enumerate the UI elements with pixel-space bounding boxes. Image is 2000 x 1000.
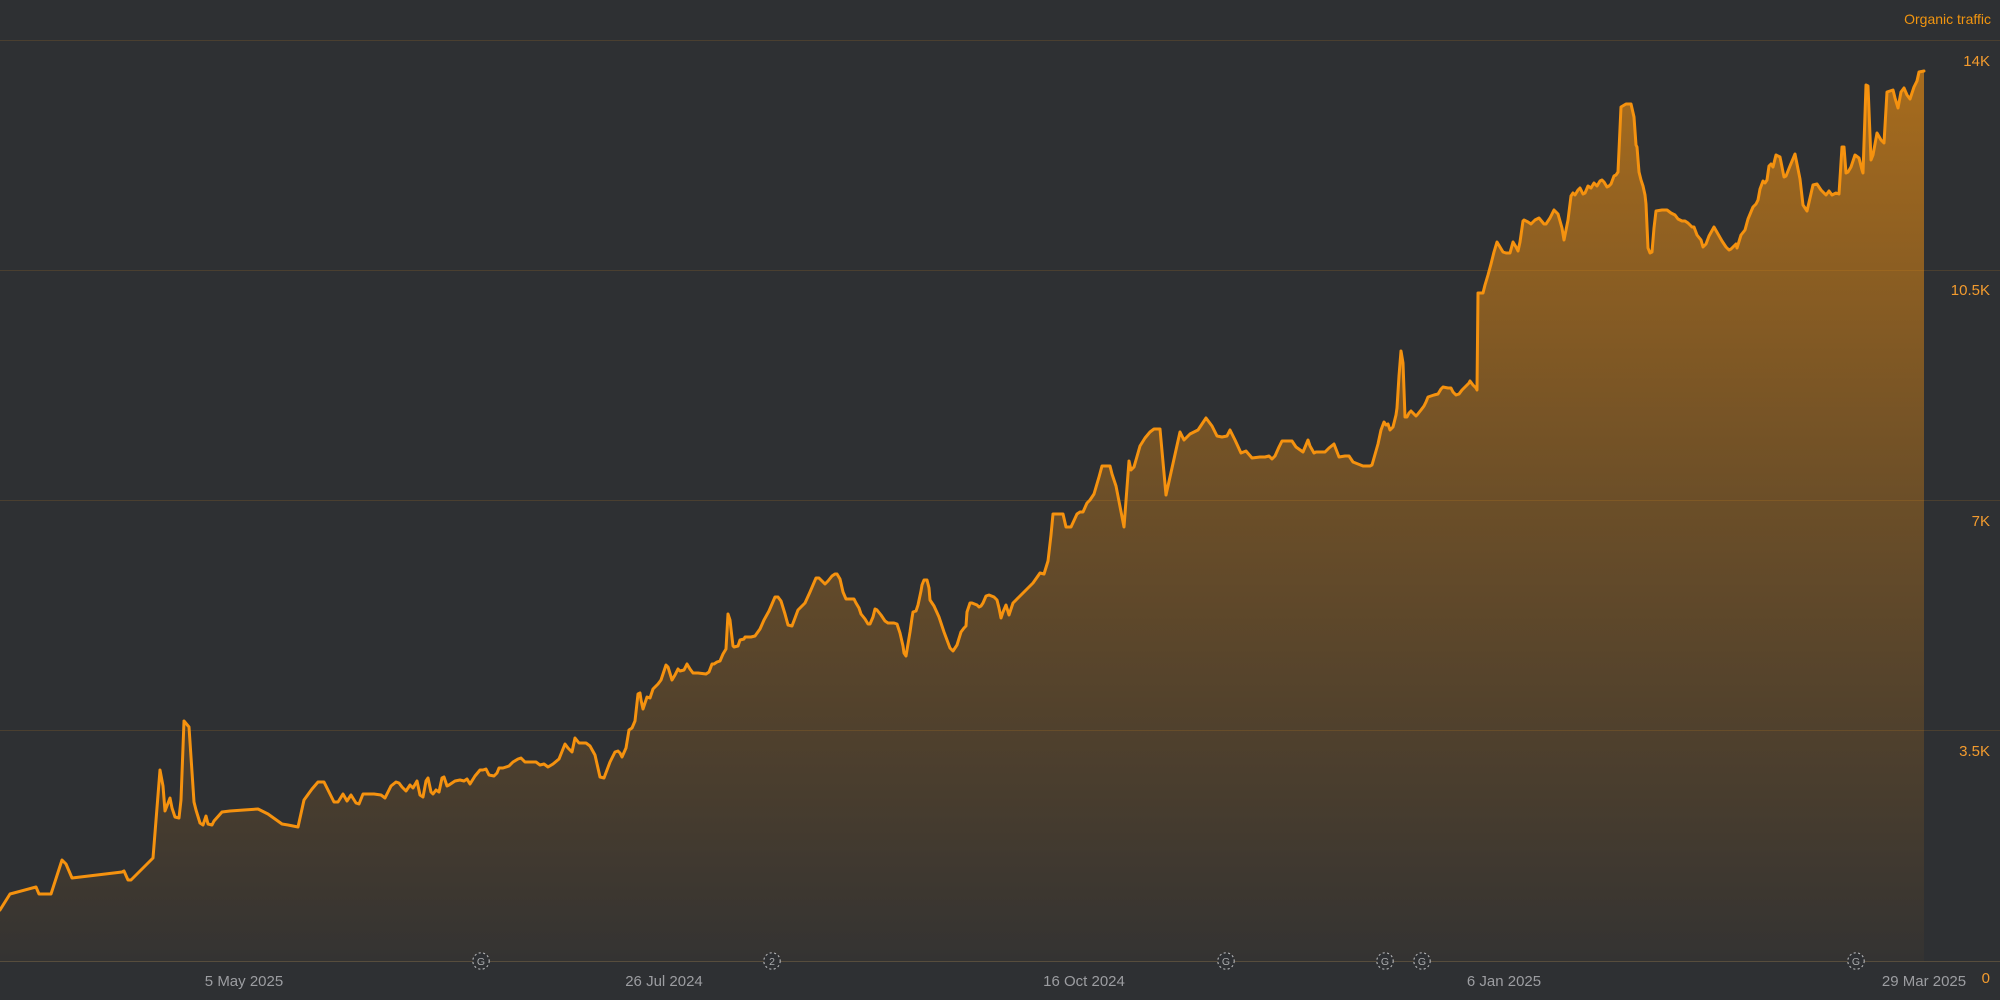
svg-text:G: G bbox=[1418, 956, 1426, 968]
svg-text:G: G bbox=[1381, 956, 1389, 968]
svg-text:G: G bbox=[1222, 956, 1230, 968]
svg-text:2: 2 bbox=[769, 956, 775, 968]
svg-text:G: G bbox=[1852, 956, 1860, 968]
svg-text:G: G bbox=[477, 956, 485, 968]
